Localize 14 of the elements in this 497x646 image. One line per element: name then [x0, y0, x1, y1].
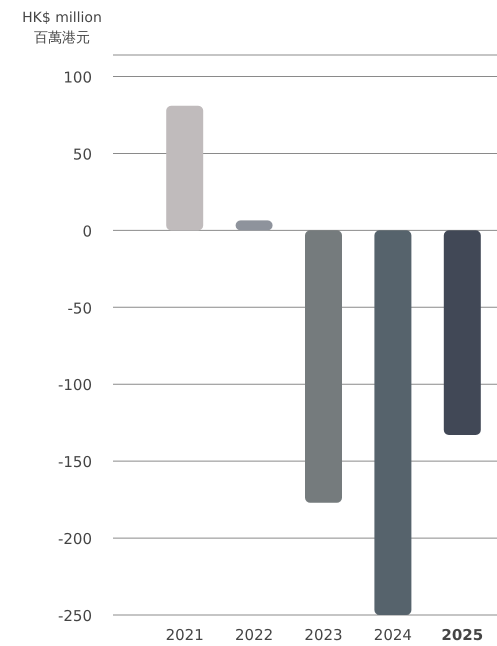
x-tick-label: 2023 [304, 626, 343, 644]
y-tick-label: -100 [58, 376, 92, 394]
y-axis-title: HK$ million 百萬港元 [22, 10, 102, 46]
y-tick-label: -250 [58, 607, 92, 625]
y-tick-label: -150 [58, 453, 92, 472]
x-tick-label: 2021 [166, 626, 204, 644]
x-tick-label: 2024 [374, 626, 412, 644]
y-tick-label: 100 [63, 68, 92, 87]
y-tick-label: -200 [58, 530, 92, 548]
y-tick-label: 50 [72, 145, 92, 164]
y-tick-label: -50 [68, 299, 92, 318]
x-tick-label: 2025 [441, 626, 484, 644]
y-tick-label: 0 [82, 222, 92, 240]
x-tick-label: 2022 [235, 626, 274, 644]
